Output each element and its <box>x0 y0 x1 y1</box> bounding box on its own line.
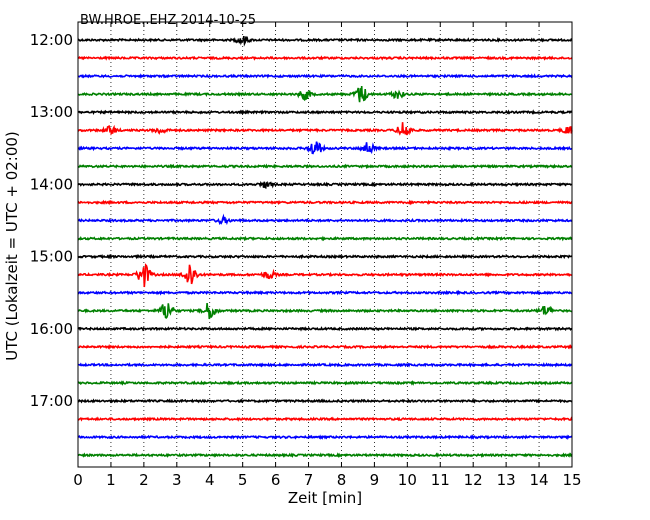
chart-title: BW.HROE..EHZ 2014-10-25 <box>80 13 256 28</box>
trace-1430 <box>77 213 573 226</box>
trace-1715 <box>78 416 573 422</box>
x-tick-label: 9 <box>370 471 380 489</box>
seismic-traces <box>77 35 573 459</box>
x-tick-label: 7 <box>304 471 314 489</box>
trace-1515 <box>77 263 573 288</box>
x-tick-label: 5 <box>238 471 248 489</box>
trace-1200 <box>77 35 573 47</box>
x-tick-label: 15 <box>562 471 581 489</box>
trace-1600 <box>77 326 573 332</box>
x-tick-label: 1 <box>106 471 116 489</box>
x-axis-label: Zeit [min] <box>288 489 362 507</box>
y-tick-label: 17:00 <box>30 392 73 410</box>
x-tick-label: 0 <box>73 471 83 489</box>
x-tick-label: 4 <box>205 471 215 489</box>
trace-1700 <box>77 398 573 404</box>
x-tick-label: 10 <box>398 471 417 489</box>
x-tick-label: 11 <box>431 471 450 489</box>
x-tick-label: 14 <box>530 471 549 489</box>
trace-1400 <box>77 180 573 190</box>
trace-1300 <box>77 109 573 116</box>
trace-1745 <box>77 452 573 459</box>
trace-1245 <box>77 86 573 103</box>
y-tick-label: 13:00 <box>30 103 73 121</box>
trace-1500 <box>77 253 573 260</box>
trace-1615 <box>77 344 573 350</box>
x-tick-label: 13 <box>497 471 516 489</box>
x-tick-label: 3 <box>172 471 182 489</box>
x-axis-ticks: 0 1 2 3 4 5 6 7 8 9 10 11 12 13 14 15 <box>73 22 582 489</box>
y-tick-label: 16:00 <box>30 320 73 338</box>
trace-1645 <box>77 380 573 386</box>
trace-1215 <box>78 55 573 61</box>
trace-1730 <box>77 434 573 440</box>
y-tick-label: 15:00 <box>30 248 73 266</box>
trace-1445 <box>77 235 573 242</box>
y-axis-ticks: 12:00 13:00 14:00 15:00 16:00 17:00 <box>30 31 572 410</box>
x-tick-label: 2 <box>139 471 149 489</box>
trace-1315 <box>77 122 573 136</box>
trace-1345 <box>77 163 572 170</box>
x-tick-label: 12 <box>464 471 483 489</box>
trace-1330 <box>77 141 573 155</box>
trace-1530 <box>77 289 573 296</box>
trace-1230 <box>77 73 573 79</box>
y-tick-label: 12:00 <box>30 31 73 49</box>
y-axis-label: UTC (Lokalzeit = UTC + 02:00) <box>3 131 21 361</box>
trace-1415 <box>77 199 573 206</box>
plot-frame <box>77 21 573 468</box>
trace-1545 <box>78 303 572 320</box>
x-tick-label: 6 <box>271 471 281 489</box>
trace-1630 <box>77 362 573 368</box>
y-tick-label: 14:00 <box>30 175 73 193</box>
x-tick-label: 8 <box>337 471 347 489</box>
